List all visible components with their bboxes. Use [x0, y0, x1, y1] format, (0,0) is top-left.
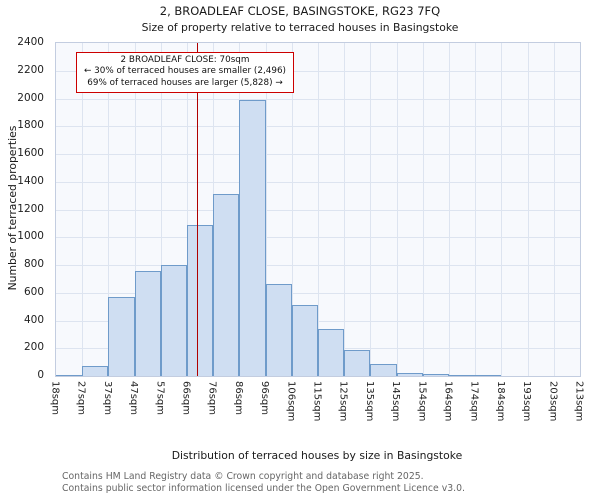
v-gridline [187, 43, 188, 376]
v-gridline [160, 43, 162, 376]
v-gridline [291, 43, 293, 376]
y-tick-label: 1600 [17, 147, 44, 159]
v-gridline [449, 43, 450, 376]
x-tick-label: 27sqm [75, 381, 87, 416]
bar [422, 373, 449, 376]
bar [187, 224, 214, 376]
bar [291, 305, 318, 376]
v-gridline [344, 43, 346, 376]
bar [56, 374, 83, 376]
v-gridline [527, 43, 529, 376]
x-tick-label: 193sqm [521, 381, 533, 422]
y-axis-label: Number of terraced properties [6, 125, 19, 291]
y-tick-label: 2200 [17, 63, 44, 76]
footer-line-1: Contains HM Land Registry data © Crown c… [62, 471, 424, 482]
v-gridline [370, 43, 372, 376]
bar [160, 265, 187, 376]
y-tick-label: 1000 [17, 230, 44, 243]
bar [475, 375, 502, 376]
plot-area: 2 BROADLEAF CLOSE: 70sqm ← 30% of terrac… [55, 42, 581, 377]
x-tick-label: 174sqm [468, 381, 480, 422]
x-tick-label: 115sqm [311, 381, 323, 422]
y-tick-label: 2000 [17, 91, 44, 104]
annotation-box: 2 BROADLEAF CLOSE: 70sqm ← 30% of terrac… [76, 52, 294, 94]
bar [134, 270, 161, 376]
x-tick-label: 96sqm [259, 381, 271, 416]
x-tick-label: 135sqm [363, 381, 375, 422]
y-tick-label: 2400 [17, 36, 44, 48]
x-tick-label: 184sqm [494, 381, 506, 422]
x-tick-label: 154sqm [416, 381, 428, 422]
bar [265, 284, 292, 376]
y-tick-label: 800 [23, 258, 44, 270]
v-gridline [501, 43, 503, 376]
bar [82, 365, 109, 376]
x-axis-tick-labels: 18sqm 27sqm 37sqm 47sqm 57sqm 66sqm 76sqm 86sqm… [50, 379, 585, 441]
v-gridline [475, 43, 477, 376]
y-tick-label: 400 [23, 313, 44, 326]
x-tick-label: 203sqm [547, 381, 559, 422]
x-tick-label: 18sqm [49, 381, 61, 416]
x-tick-label: 86sqm [232, 381, 244, 416]
bar [318, 328, 345, 376]
bar [108, 296, 135, 376]
bar [396, 372, 423, 376]
v-gridline [318, 43, 319, 376]
annotation-line-1: 2 BROADLEAF CLOSE: 70sqm [120, 55, 250, 65]
x-tick-label: 164sqm [442, 381, 454, 422]
y-tick-label: 600 [23, 285, 44, 298]
x-tick-label: 37sqm [101, 381, 113, 416]
property-size-marker-line [197, 43, 199, 376]
y-tick-label: 200 [23, 341, 44, 354]
footer-line-2: Contains public sector information licen… [62, 482, 465, 494]
annotation-line-2: ← 30% of terraced houses are smaller (2,… [84, 66, 286, 77]
x-tick-label: 47sqm [128, 381, 140, 416]
y-tick-label: 1200 [17, 202, 44, 215]
footer: Contains HM Land Registry data © Crown c… [62, 471, 465, 494]
x-tick-label: 213sqm [573, 381, 585, 422]
bar [370, 363, 397, 376]
v-gridline [396, 43, 398, 376]
v-gridline [82, 43, 84, 376]
y-tick-label: 1800 [17, 119, 44, 132]
v-gridline [553, 43, 555, 376]
x-tick-label: 76sqm [206, 381, 218, 416]
x-tick-label: 106sqm [285, 381, 297, 422]
x-tick-label: 66sqm [180, 381, 192, 416]
x-tick-label: 57sqm [154, 381, 166, 416]
y-axis-tick-labels: 0 200 400 600 800 1000 1200 1400 1600 1800 2000 220… [0, 36, 50, 381]
bar [239, 99, 266, 376]
chart-title: 2, BROADLEAF CLOSE, BASINGSTOKE, RG23 7F… [159, 4, 441, 18]
bar [213, 194, 240, 376]
x-axis-label: Distribution of terraced houses by size … [171, 449, 463, 462]
x-tick-label: 145sqm [390, 381, 402, 422]
x-tick-label: 125sqm [337, 381, 349, 422]
v-gridline [265, 43, 267, 376]
bar [344, 349, 371, 376]
chart-subtitle: Size of property relative to terraced ho… [141, 21, 459, 34]
v-gridline [108, 43, 110, 376]
bar [449, 374, 476, 376]
v-gridline [422, 43, 424, 376]
y-tick-label: 0 [37, 369, 44, 381]
v-gridline [134, 43, 136, 376]
y-tick-label: 1400 [17, 174, 44, 187]
annotation-line-3: 69% of terraced houses are larger (5,828… [87, 77, 283, 88]
